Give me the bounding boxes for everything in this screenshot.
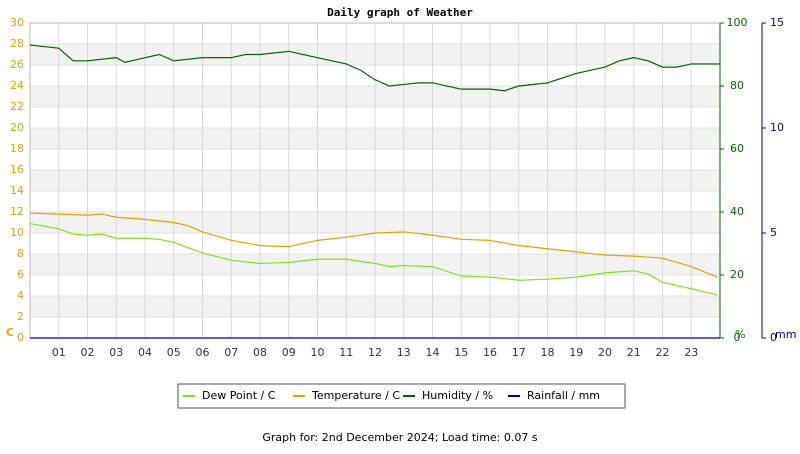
y-tick-label: 22 xyxy=(10,100,24,113)
y-tick-label: 6 xyxy=(17,268,24,281)
y2-axis-label: % xyxy=(735,328,745,341)
footer: Graph for: 2nd December 2024; Load time:… xyxy=(262,431,537,444)
x-tick-label: 04 xyxy=(138,346,152,359)
y-axis-label: C xyxy=(6,326,14,339)
legend-label: Humidity / % xyxy=(422,389,493,402)
y2-tick-label: 20 xyxy=(730,268,744,281)
y-tick-label: 2 xyxy=(17,310,24,323)
x-tick-label: 05 xyxy=(167,346,181,359)
x-tick-label: 06 xyxy=(196,346,210,359)
y2-tick-label: 40 xyxy=(730,205,744,218)
legend-label: Rainfall / mm xyxy=(527,389,600,402)
y-tick-label: 8 xyxy=(17,247,24,260)
y2-tick-label: 0 xyxy=(734,331,741,344)
y-tick-label: 30 xyxy=(10,16,24,29)
x-tick-label: 12 xyxy=(368,346,382,359)
data-line xyxy=(29,222,718,296)
legend-label: Temperature / C xyxy=(311,389,400,402)
y2-tick-label: 60 xyxy=(730,142,744,155)
x-tick-label: 14 xyxy=(426,346,440,359)
y2-tick-label: 80 xyxy=(730,79,744,92)
y2-tick-label: 100 xyxy=(727,16,748,29)
legend-box xyxy=(177,383,626,409)
x-tick-label: 09 xyxy=(282,346,296,359)
y-tick-label: 14 xyxy=(10,184,24,197)
x-tick-label: 19 xyxy=(569,346,583,359)
x-tick-label: 01 xyxy=(52,346,66,359)
y-tick-label: 18 xyxy=(10,142,24,155)
x-tick-label: 17 xyxy=(512,346,526,359)
y-tick-label: 12 xyxy=(10,205,24,218)
y3-tick-label: 10 xyxy=(770,121,784,134)
x-tick-label: 22 xyxy=(656,346,670,359)
y-tick-label: 0 xyxy=(17,331,24,344)
x-tick-label: 10 xyxy=(311,346,325,359)
x-tick-label: 21 xyxy=(627,346,641,359)
y-tick-label: 4 xyxy=(17,289,24,302)
x-tick-label: 13 xyxy=(397,346,411,359)
y-tick-label: 20 xyxy=(10,121,24,134)
data-line xyxy=(29,44,720,92)
x-tick-label: 11 xyxy=(339,346,353,359)
y-tick-label: 16 xyxy=(10,163,24,176)
y3-tick-label: 15 xyxy=(770,16,784,29)
x-tick-label: 15 xyxy=(454,346,468,359)
x-tick-label: 02 xyxy=(81,346,95,359)
x-tick-label: 08 xyxy=(253,346,267,359)
y-tick-label: 10 xyxy=(10,226,24,239)
y-tick-label: 24 xyxy=(10,79,24,92)
y-tick-label: 26 xyxy=(10,58,24,71)
x-tick-label: 23 xyxy=(684,346,698,359)
x-tick-label: 18 xyxy=(541,346,555,359)
x-tick-label: 16 xyxy=(483,346,497,359)
chart-title: Daily graph of Weather xyxy=(327,6,473,19)
x-tick-label: 20 xyxy=(598,346,612,359)
x-tick-label: 03 xyxy=(109,346,123,359)
x-tick-label: 07 xyxy=(224,346,238,359)
legend-label: Dew Point / C xyxy=(202,389,276,402)
y3-axis-label: mm xyxy=(775,328,796,341)
y3-tick-label: 0 xyxy=(770,331,777,344)
data-line xyxy=(29,212,718,278)
y3-tick-label: 5 xyxy=(770,226,777,239)
y-tick-label: 28 xyxy=(10,37,24,50)
